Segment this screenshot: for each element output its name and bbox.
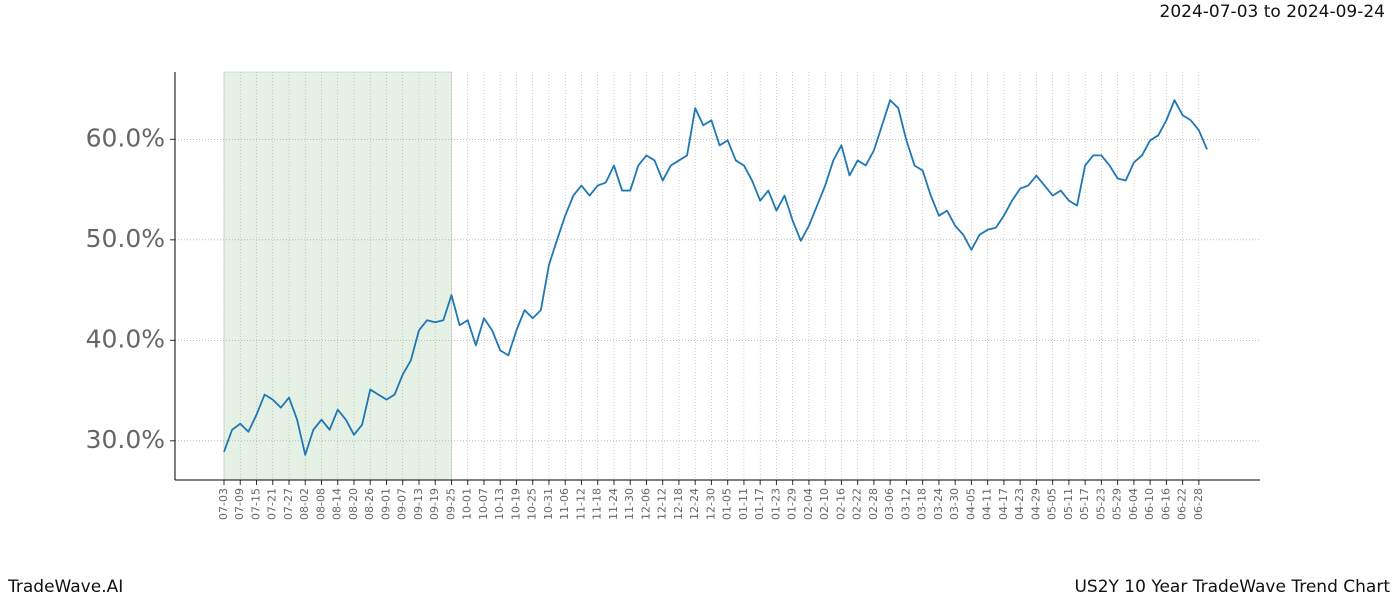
x-tick-label: 09-19: [428, 488, 441, 520]
x-tick-label: 10-25: [526, 488, 539, 520]
x-tick-label: 03-18: [916, 488, 929, 520]
x-tick-label: 02-04: [802, 488, 815, 520]
x-tick-label: 05-29: [1111, 488, 1124, 520]
x-tick-label: 07-15: [249, 488, 262, 520]
x-tick-label: 07-27: [282, 488, 295, 520]
x-tick-label: 10-01: [461, 488, 474, 520]
x-tick-label: 12-06: [639, 488, 652, 520]
x-tick-label: 05-23: [1094, 488, 1107, 520]
x-tick-label: 10-13: [493, 488, 506, 520]
x-tick-label: 06-22: [1176, 488, 1189, 520]
x-tick-label: 08-08: [314, 488, 327, 520]
x-tick-label: 02-16: [834, 488, 847, 520]
x-tick-label: 04-23: [1013, 488, 1026, 520]
x-tick-label: 07-09: [233, 488, 246, 520]
y-tick-label: 30.0%: [86, 425, 165, 454]
chart-title: US2Y 10 Year TradeWave Trend Chart: [1074, 577, 1390, 597]
x-tick-label: 07-21: [266, 488, 279, 520]
x-tick-label: 05-17: [1078, 488, 1091, 520]
x-tick-label: 02-22: [851, 488, 864, 520]
y-tick-label: 60.0%: [86, 123, 165, 152]
x-tick-label: 03-24: [932, 488, 945, 520]
x-tick-label: 08-02: [298, 488, 311, 520]
x-tick-label: 04-05: [964, 488, 977, 520]
x-tick-label: 12-30: [704, 488, 717, 520]
x-tick-label: 08-20: [347, 488, 360, 520]
x-tick-label: 04-11: [981, 488, 994, 520]
x-tick-label: 09-13: [412, 488, 425, 520]
x-tick-label: 09-07: [396, 488, 409, 520]
x-tick-label: 06-10: [1143, 488, 1156, 520]
x-tick-label: 12-12: [656, 488, 669, 520]
x-tick-label: 06-04: [1127, 488, 1140, 520]
x-tick-label: 01-17: [753, 488, 766, 520]
date-range: 2024-07-03 to 2024-09-24: [1160, 2, 1385, 22]
x-tick-label: 01-29: [786, 488, 799, 520]
x-tick-label: 08-14: [331, 488, 344, 520]
x-tick-label: 06-28: [1192, 488, 1205, 520]
x-tick-label: 12-24: [688, 488, 701, 520]
x-tick-label: 03-06: [883, 488, 896, 520]
x-tick-label: 12-18: [672, 488, 685, 520]
x-tick-label: 04-29: [1029, 488, 1042, 520]
x-tick-label: 10-19: [509, 488, 522, 520]
x-tick-label: 05-05: [1046, 488, 1059, 520]
x-tick-label: 03-30: [948, 488, 961, 520]
y-tick-label: 50.0%: [86, 224, 165, 253]
x-tick-label: 06-16: [1159, 488, 1172, 520]
x-tick-label: 11-12: [574, 488, 587, 520]
x-tick-label: 11-24: [607, 488, 620, 520]
x-tick-label: 02-28: [867, 488, 880, 520]
x-tick-label: 09-01: [379, 488, 392, 520]
x-tick-label: 04-17: [997, 488, 1010, 520]
x-tick-label: 07-03: [217, 488, 230, 520]
x-tick-label: 11-06: [558, 488, 571, 520]
x-tick-label: 01-11: [737, 488, 750, 520]
x-tick-label: 11-30: [623, 488, 636, 520]
brand: TradeWave.AI: [7, 577, 123, 597]
series-line: [223, 99, 1208, 456]
x-tick-label: 10-31: [542, 488, 555, 520]
x-tick-label: 01-23: [769, 488, 782, 520]
x-tick-label: 03-12: [899, 488, 912, 520]
x-tick-label: 08-26: [363, 488, 376, 520]
x-tick-label: 11-18: [591, 488, 604, 520]
y-tick-label: 40.0%: [86, 324, 165, 353]
x-tick-label: 09-25: [444, 488, 457, 520]
x-tick-label: 05-11: [1062, 488, 1075, 520]
x-tick-label: 01-05: [721, 488, 734, 520]
x-tick-label: 10-07: [477, 488, 490, 520]
x-tick-label: 02-10: [818, 488, 831, 520]
